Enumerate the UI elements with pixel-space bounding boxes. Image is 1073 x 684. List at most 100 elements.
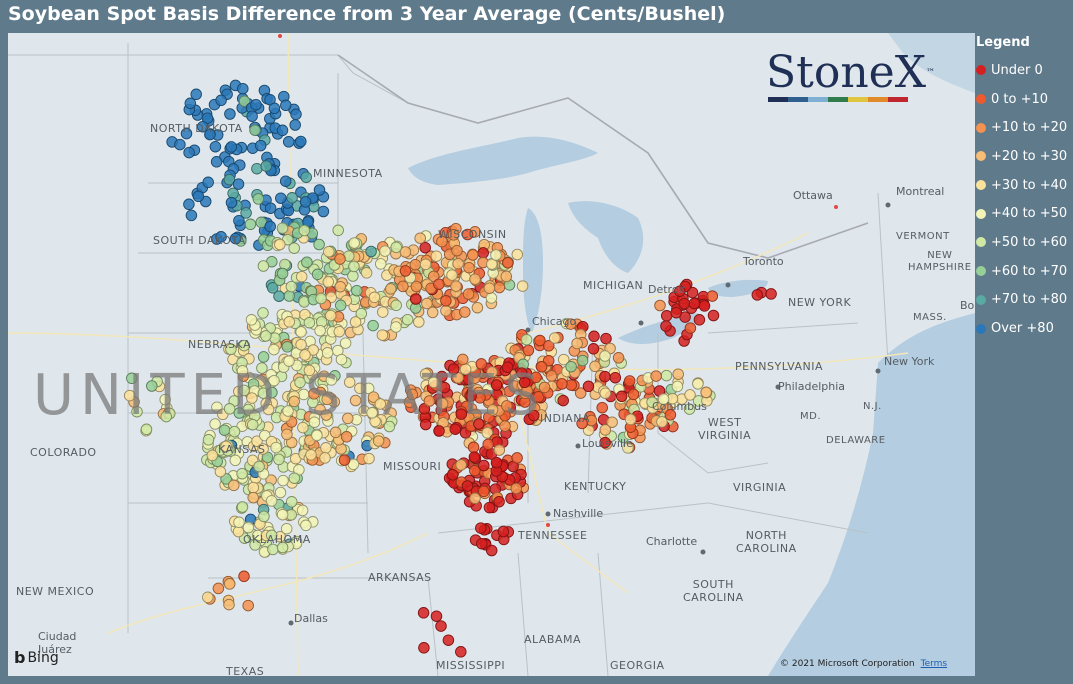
basis-point[interactable]	[240, 207, 252, 219]
basis-point[interactable]	[588, 330, 600, 343]
basis-point[interactable]	[257, 307, 269, 319]
basis-point[interactable]	[528, 409, 540, 422]
legend-item[interactable]: +70 to +80	[976, 286, 1073, 315]
basis-point[interactable]	[354, 382, 366, 395]
basis-point[interactable]	[493, 495, 505, 508]
basis-point[interactable]	[469, 492, 481, 505]
basis-point[interactable]	[334, 299, 347, 312]
basis-point[interactable]	[664, 409, 677, 421]
basis-point[interactable]	[440, 295, 452, 307]
basis-point[interactable]	[376, 329, 389, 341]
basis-point[interactable]	[308, 388, 320, 400]
basis-point[interactable]	[606, 416, 618, 428]
basis-point[interactable]	[223, 598, 235, 611]
basis-point[interactable]	[202, 434, 215, 446]
basis-point[interactable]	[254, 139, 267, 152]
basis-point[interactable]	[379, 245, 391, 257]
basis-point[interactable]	[390, 321, 402, 333]
basis-point[interactable]	[589, 360, 601, 373]
basis-point[interactable]	[468, 451, 481, 463]
basis-point[interactable]	[246, 418, 259, 431]
legend-item[interactable]: Over +80	[976, 314, 1073, 343]
basis-point[interactable]	[246, 392, 258, 404]
basis-point[interactable]	[192, 190, 205, 203]
basis-point[interactable]	[273, 453, 285, 466]
basis-point[interactable]	[430, 250, 443, 262]
basis-point[interactable]	[490, 456, 503, 469]
basis-point[interactable]	[265, 529, 278, 542]
basis-point[interactable]	[538, 381, 551, 394]
basis-point[interactable]	[228, 479, 240, 492]
basis-point[interactable]	[300, 519, 312, 532]
basis-point[interactable]	[319, 452, 331, 464]
bing-attribution[interactable]: b Bing	[14, 648, 59, 667]
basis-point[interactable]	[343, 376, 356, 388]
basis-point[interactable]	[596, 401, 608, 414]
basis-point[interactable]	[184, 97, 197, 110]
basis-point[interactable]	[493, 281, 506, 294]
basis-point[interactable]	[223, 578, 236, 590]
basis-point[interactable]	[471, 301, 484, 314]
basis-point[interactable]	[317, 205, 330, 218]
basis-point[interactable]	[436, 370, 448, 383]
basis-point[interactable]	[268, 102, 281, 115]
basis-point[interactable]	[264, 220, 276, 233]
basis-point[interactable]	[210, 156, 223, 168]
basis-point[interactable]	[276, 124, 289, 137]
basis-point[interactable]	[467, 249, 479, 261]
basis-point[interactable]	[499, 420, 511, 432]
basis-point[interactable]	[686, 286, 699, 299]
legend-item[interactable]: +20 to +30	[976, 142, 1073, 171]
basis-point[interactable]	[315, 292, 327, 305]
basis-point[interactable]	[452, 257, 464, 270]
basis-point[interactable]	[253, 460, 265, 473]
basis-point[interactable]	[522, 344, 535, 357]
basis-point[interactable]	[671, 380, 684, 393]
basis-point[interactable]	[288, 472, 301, 484]
basis-point[interactable]	[332, 224, 344, 237]
basis-point[interactable]	[276, 508, 289, 521]
basis-point[interactable]	[542, 340, 555, 352]
basis-point[interactable]	[220, 440, 232, 453]
basis-point[interactable]	[410, 280, 423, 293]
basis-point[interactable]	[399, 265, 412, 277]
basis-point[interactable]	[520, 333, 533, 346]
basis-point[interactable]	[692, 378, 704, 390]
basis-point[interactable]	[511, 452, 523, 464]
basis-point[interactable]	[321, 347, 334, 359]
basis-point[interactable]	[322, 276, 335, 288]
basis-point[interactable]	[419, 418, 432, 431]
basis-point[interactable]	[365, 245, 377, 258]
basis-point[interactable]	[285, 280, 298, 293]
basis-point[interactable]	[599, 370, 611, 383]
basis-point[interactable]	[160, 410, 172, 423]
basis-point[interactable]	[688, 297, 701, 310]
basis-point[interactable]	[296, 504, 309, 517]
basis-point[interactable]	[476, 537, 488, 550]
basis-point[interactable]	[215, 231, 227, 243]
basis-point[interactable]	[475, 358, 488, 370]
basis-point[interactable]	[397, 280, 409, 293]
basis-point[interactable]	[349, 394, 362, 407]
basis-point[interactable]	[765, 288, 777, 300]
basis-point[interactable]	[684, 389, 696, 401]
basis-point[interactable]	[450, 280, 462, 292]
basis-point[interactable]	[707, 309, 720, 322]
basis-point[interactable]	[333, 325, 346, 338]
basis-point[interactable]	[706, 290, 719, 302]
basis-point[interactable]	[535, 361, 548, 373]
basis-point[interactable]	[265, 495, 278, 507]
basis-point[interactable]	[409, 258, 422, 271]
basis-point[interactable]	[209, 140, 222, 153]
basis-point[interactable]	[556, 378, 568, 390]
basis-point[interactable]	[281, 341, 294, 353]
basis-point[interactable]	[557, 394, 569, 407]
basis-point[interactable]	[246, 110, 258, 122]
basis-point[interactable]	[435, 620, 447, 632]
basis-point[interactable]	[355, 307, 368, 320]
basis-point[interactable]	[252, 193, 265, 205]
basis-point[interactable]	[249, 539, 261, 551]
basis-point[interactable]	[486, 404, 499, 416]
basis-point[interactable]	[599, 436, 611, 449]
basis-point[interactable]	[419, 241, 431, 254]
